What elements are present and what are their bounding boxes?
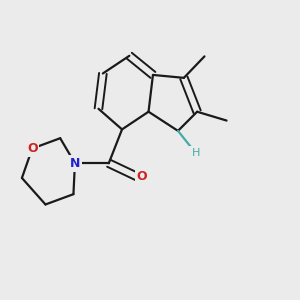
Text: H: H	[191, 148, 200, 158]
Text: H: H	[191, 148, 200, 158]
Text: O: O	[27, 142, 38, 155]
Text: N: N	[70, 157, 80, 170]
Text: O: O	[137, 170, 147, 183]
